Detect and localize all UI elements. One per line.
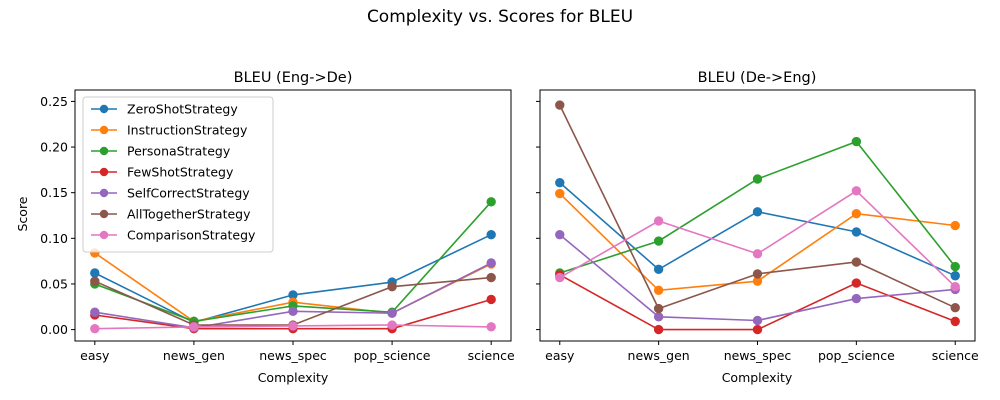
right-data-point-personastrategy — [752, 174, 763, 184]
right-data-point-alltogetherstrategy — [555, 100, 565, 110]
right-data-point-zeroshotstrategy — [653, 264, 664, 275]
left-data-point-comparisonstrategy — [189, 322, 199, 332]
legend-label-comparisonstrategy: ComparisonStrategy — [127, 228, 256, 243]
left-xtick-label: easy — [80, 348, 110, 363]
left-xtick-label: pop_science — [354, 348, 431, 363]
right-data-point-zeroshotstrategy — [851, 227, 862, 237]
right-data-point-fewshotstrategy — [653, 324, 664, 335]
right-data-point-selfcorrectstrategy — [752, 315, 763, 326]
right-chart-title: BLEU (De->Eng) — [698, 70, 817, 86]
legend-box — [82, 96, 274, 253]
left-data-point-selfcorrectstrategy — [90, 307, 100, 317]
legend-marker-selfcorrectstrategy — [99, 188, 109, 198]
right-data-point-zeroshotstrategy — [752, 207, 763, 217]
left-chart-xlabel: Complexity — [258, 370, 329, 385]
left-data-point-zeroshotstrategy — [90, 268, 100, 278]
left-ytick-label: 0.05 — [40, 276, 68, 291]
left-xtick-label: news_gen — [163, 348, 225, 363]
left-xtick-label: news_spec — [259, 348, 327, 363]
right-data-point-fewshotstrategy — [950, 316, 960, 327]
legend-label-zeroshotstrategy: ZeroShotStrategy — [127, 102, 238, 117]
left-xtick-label: science — [468, 348, 515, 363]
right-data-point-fewshotstrategy — [752, 324, 763, 335]
legend-label-alltogetherstrategy: AllTogetherStrategy — [127, 207, 251, 222]
right-data-point-alltogetherstrategy — [950, 302, 960, 313]
right-data-point-comparisonstrategy — [851, 186, 862, 196]
left-legend: ZeroShotStrategy InstructionStrategy Perso… — [82, 96, 274, 253]
left-chart: BLEU (Eng->De) Complexity Score easy news… — [15, 70, 515, 385]
right-data-point-comparisonstrategy — [653, 216, 664, 226]
right-data-point-instructionstrategy — [555, 188, 565, 199]
left-data-point-alltogetherstrategy — [90, 276, 100, 286]
right-data-point-selfcorrectstrategy — [555, 229, 565, 240]
left-ytick-label: 0.00 — [40, 322, 68, 337]
left-ytick-label: 0.25 — [40, 94, 68, 109]
left-data-point-selfcorrectstrategy — [486, 258, 496, 268]
right-data-point-personastrategy — [851, 136, 862, 147]
right-data-point-selfcorrectstrategy — [851, 293, 862, 304]
right-data-point-comparisonstrategy — [555, 272, 565, 283]
right-data-point-fewshotstrategy — [851, 278, 862, 288]
left-chart-title: BLEU (Eng->De) — [234, 70, 353, 86]
right-data-point-selfcorrectstrategy — [653, 312, 664, 322]
right-data-point-zeroshotstrategy — [950, 271, 960, 281]
right-data-point-personastrategy — [653, 236, 664, 246]
left-data-point-comparisonstrategy — [90, 323, 100, 334]
right-xtick-label: easy — [545, 348, 575, 363]
left-data-point-selfcorrectstrategy — [387, 308, 397, 318]
right-xtick-label: pop_science — [818, 348, 895, 363]
left-data-point-selfcorrectstrategy — [288, 306, 298, 317]
legend-label-fewshotstrategy: FewShotStrategy — [127, 165, 234, 180]
right-chart: BLEU (De->Eng) Complexity easy news_gen ne… — [536, 70, 979, 385]
right-xtick-label: news_spec — [724, 348, 792, 363]
left-ytick-label: 0.10 — [40, 231, 68, 246]
left-data-point-alltogetherstrategy — [387, 281, 397, 292]
legend-label-instructionstrategy: InstructionStrategy — [127, 123, 248, 138]
right-data-point-zeroshotstrategy — [555, 177, 565, 188]
left-data-point-alltogetherstrategy — [486, 272, 496, 283]
legend-marker-alltogetherstrategy — [99, 209, 109, 219]
right-data-point-alltogetherstrategy — [653, 303, 664, 314]
right-xtick-label: science — [932, 348, 979, 363]
left-data-point-zeroshotstrategy — [486, 229, 496, 240]
legend-label-personastrategy: PersonaStrategy — [127, 144, 231, 159]
figure-suptitle: Complexity vs. Scores for BLEU — [367, 7, 633, 27]
right-data-point-instructionstrategy — [653, 285, 664, 296]
left-data-point-comparisonstrategy — [387, 320, 397, 330]
legend-marker-personastrategy — [99, 146, 109, 156]
legend-label-selfcorrectstrategy: SelfCorrectStrategy — [127, 186, 250, 201]
left-data-point-comparisonstrategy — [288, 321, 298, 331]
legend-marker-zeroshotstrategy — [99, 104, 109, 114]
legend-marker-comparisonstrategy — [99, 230, 109, 240]
left-data-point-comparisonstrategy — [486, 322, 496, 332]
right-data-point-alltogetherstrategy — [851, 257, 862, 267]
right-xtick-label: news_gen — [628, 348, 690, 363]
right-chart-xlabel: Complexity — [722, 370, 793, 385]
right-data-point-comparisonstrategy — [752, 249, 763, 259]
left-ytick-label: 0.20 — [40, 140, 68, 155]
legend-marker-instructionstrategy — [99, 125, 109, 135]
right-data-point-personastrategy — [950, 261, 960, 272]
right-data-point-alltogetherstrategy — [752, 269, 763, 279]
left-data-point-fewshotstrategy — [486, 294, 496, 305]
left-chart-ylabel: Score — [15, 196, 30, 231]
right-data-point-instructionstrategy — [851, 208, 862, 219]
left-ytick-label: 0.15 — [40, 185, 68, 200]
legend-marker-fewshotstrategy — [99, 167, 109, 177]
left-data-point-personastrategy — [486, 197, 496, 207]
right-data-point-comparisonstrategy — [950, 281, 960, 292]
right-data-point-instructionstrategy — [950, 220, 960, 231]
